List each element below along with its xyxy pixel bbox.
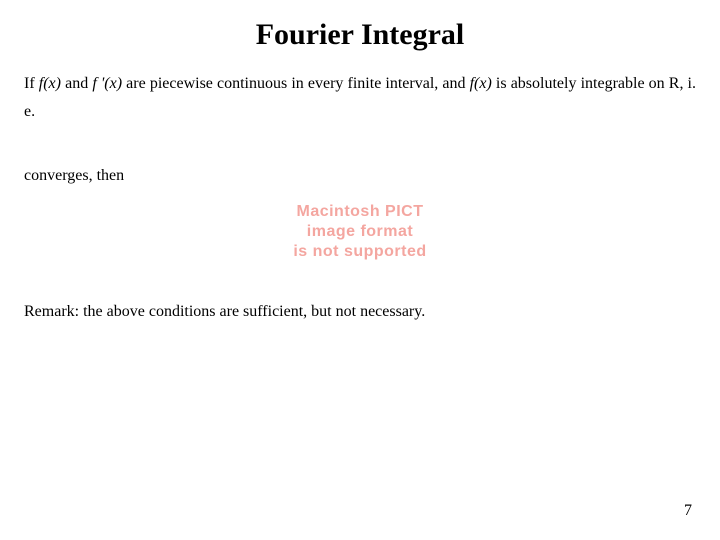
page-number: 7	[684, 502, 692, 520]
text-if: If	[24, 75, 39, 92]
pict-line-1: Macintosh PICT	[190, 202, 530, 222]
pict-placeholder: Macintosh PICT image format is not suppo…	[190, 202, 530, 262]
converges-line: converges, then	[24, 162, 696, 190]
remark-line: Remark: the above conditions are suffici…	[24, 298, 696, 326]
pict-line-3: is not supported	[190, 242, 530, 262]
slide: Fourier Integral If f(x) and f '(x) are …	[0, 0, 720, 540]
text-and: and	[61, 75, 92, 92]
fx-1: f(x)	[39, 75, 61, 92]
fx-2: f(x)	[470, 75, 492, 92]
pict-line-2: image format	[190, 222, 530, 242]
slide-body: If f(x) and f '(x) are piecewise continu…	[0, 70, 720, 326]
slide-title: Fourier Integral	[0, 0, 720, 60]
fprime-x: f '(x)	[92, 75, 122, 92]
text-mid1: are piecewise continuous in every finite…	[122, 75, 470, 92]
intro-paragraph: If f(x) and f '(x) are piecewise continu…	[24, 70, 696, 126]
